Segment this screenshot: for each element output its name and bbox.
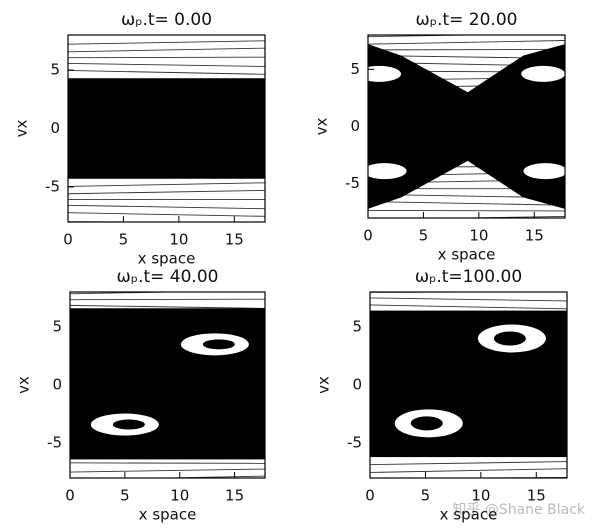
- y-axis-label: vx: [313, 118, 331, 136]
- y-tick-label: 5: [50, 61, 60, 79]
- contour-line: [68, 204, 265, 210]
- watermark: 知乎 @Shane Black: [452, 501, 585, 518]
- x-tick-label: 0: [363, 227, 373, 245]
- y-tick-label: -5: [345, 174, 360, 192]
- contour-line: [368, 35, 493, 38]
- contour-line: [437, 216, 565, 218]
- contour-line: [68, 40, 265, 45]
- y-tick-label: 0: [350, 117, 360, 135]
- phase-core: [368, 44, 565, 209]
- contour-line: [68, 70, 265, 75]
- panel-title: ωₚ.t= 20.00: [416, 10, 518, 30]
- x-tick-label: 15: [525, 227, 544, 245]
- contour-line: [68, 212, 265, 217]
- x-tick-label: 0: [63, 231, 73, 249]
- x-axis-label: x space: [438, 246, 496, 264]
- panel-title: ωₚ.t= 0.00: [121, 10, 212, 30]
- contour-line: [70, 462, 265, 464]
- x-tick-label: 10: [169, 231, 188, 249]
- vortex: [368, 65, 402, 82]
- y-tick-label: 5: [350, 60, 360, 78]
- vortex: [523, 163, 565, 180]
- contour-line: [370, 297, 567, 302]
- panel-title: ωₚ.t= 40.00: [117, 267, 219, 287]
- x-tick-label: 0: [65, 487, 75, 505]
- y-tick-label: 5: [52, 317, 62, 335]
- contour-line: [68, 62, 265, 67]
- contour-line: [68, 182, 265, 187]
- x-axis-label: x space: [139, 506, 197, 524]
- contour-line: [368, 48, 565, 51]
- x-tick-label: 0: [365, 487, 375, 505]
- contour-line: [144, 475, 265, 478]
- y-tick-label: -5: [45, 177, 60, 195]
- contour-line: [68, 189, 265, 195]
- panel-0: [68, 35, 265, 222]
- x-tick-label: 5: [419, 227, 429, 245]
- vortex: [521, 65, 565, 82]
- panel-2: [70, 292, 265, 478]
- y-tick-label: 5: [352, 317, 362, 335]
- x-tick-label: 15: [527, 487, 546, 505]
- x-tick-label: 15: [225, 487, 244, 505]
- vortex-core: [410, 416, 443, 431]
- x-axis-label: x space: [138, 250, 196, 268]
- x-tick-label: 10: [170, 487, 189, 505]
- contour-line: [370, 304, 567, 310]
- y-tick-label: 0: [52, 376, 62, 394]
- panel-1: [368, 35, 565, 218]
- contour-line: [370, 461, 567, 466]
- contour-line: [368, 209, 565, 212]
- phase-core: [70, 308, 265, 460]
- x-tick-label: 10: [469, 227, 488, 245]
- y-tick-label: 0: [352, 376, 362, 394]
- panel-title: ωₚ.t=100.00: [415, 267, 522, 287]
- x-axis-label: x space: [440, 506, 498, 524]
- contour-line: [68, 47, 265, 53]
- phase-core: [68, 78, 265, 179]
- contour-line: [70, 292, 192, 295]
- contour-line: [70, 468, 265, 473]
- contour-line: [368, 201, 565, 206]
- panel-3: [370, 292, 567, 478]
- contour-line: [370, 468, 567, 473]
- x-tick-label: 10: [471, 487, 490, 505]
- contour-line: [368, 40, 565, 45]
- x-tick-label: 5: [120, 487, 130, 505]
- y-tick-label: 0: [50, 119, 60, 137]
- vortex-core: [202, 339, 235, 350]
- contour-line: [70, 304, 265, 309]
- x-tick-label: 5: [119, 231, 129, 249]
- contour-line: [68, 56, 265, 59]
- y-axis-label: vx: [15, 376, 33, 394]
- y-tick-label: -5: [347, 434, 362, 452]
- x-tick-label: 15: [225, 231, 244, 249]
- vortex-core: [112, 419, 145, 430]
- vortex-core: [493, 331, 526, 346]
- x-tick-label: 5: [421, 487, 431, 505]
- y-axis-label: vx: [13, 120, 31, 138]
- y-tick-label: -5: [47, 434, 62, 452]
- y-axis-label: vx: [315, 376, 333, 394]
- vortex: [368, 163, 407, 180]
- contour-line: [70, 298, 265, 301]
